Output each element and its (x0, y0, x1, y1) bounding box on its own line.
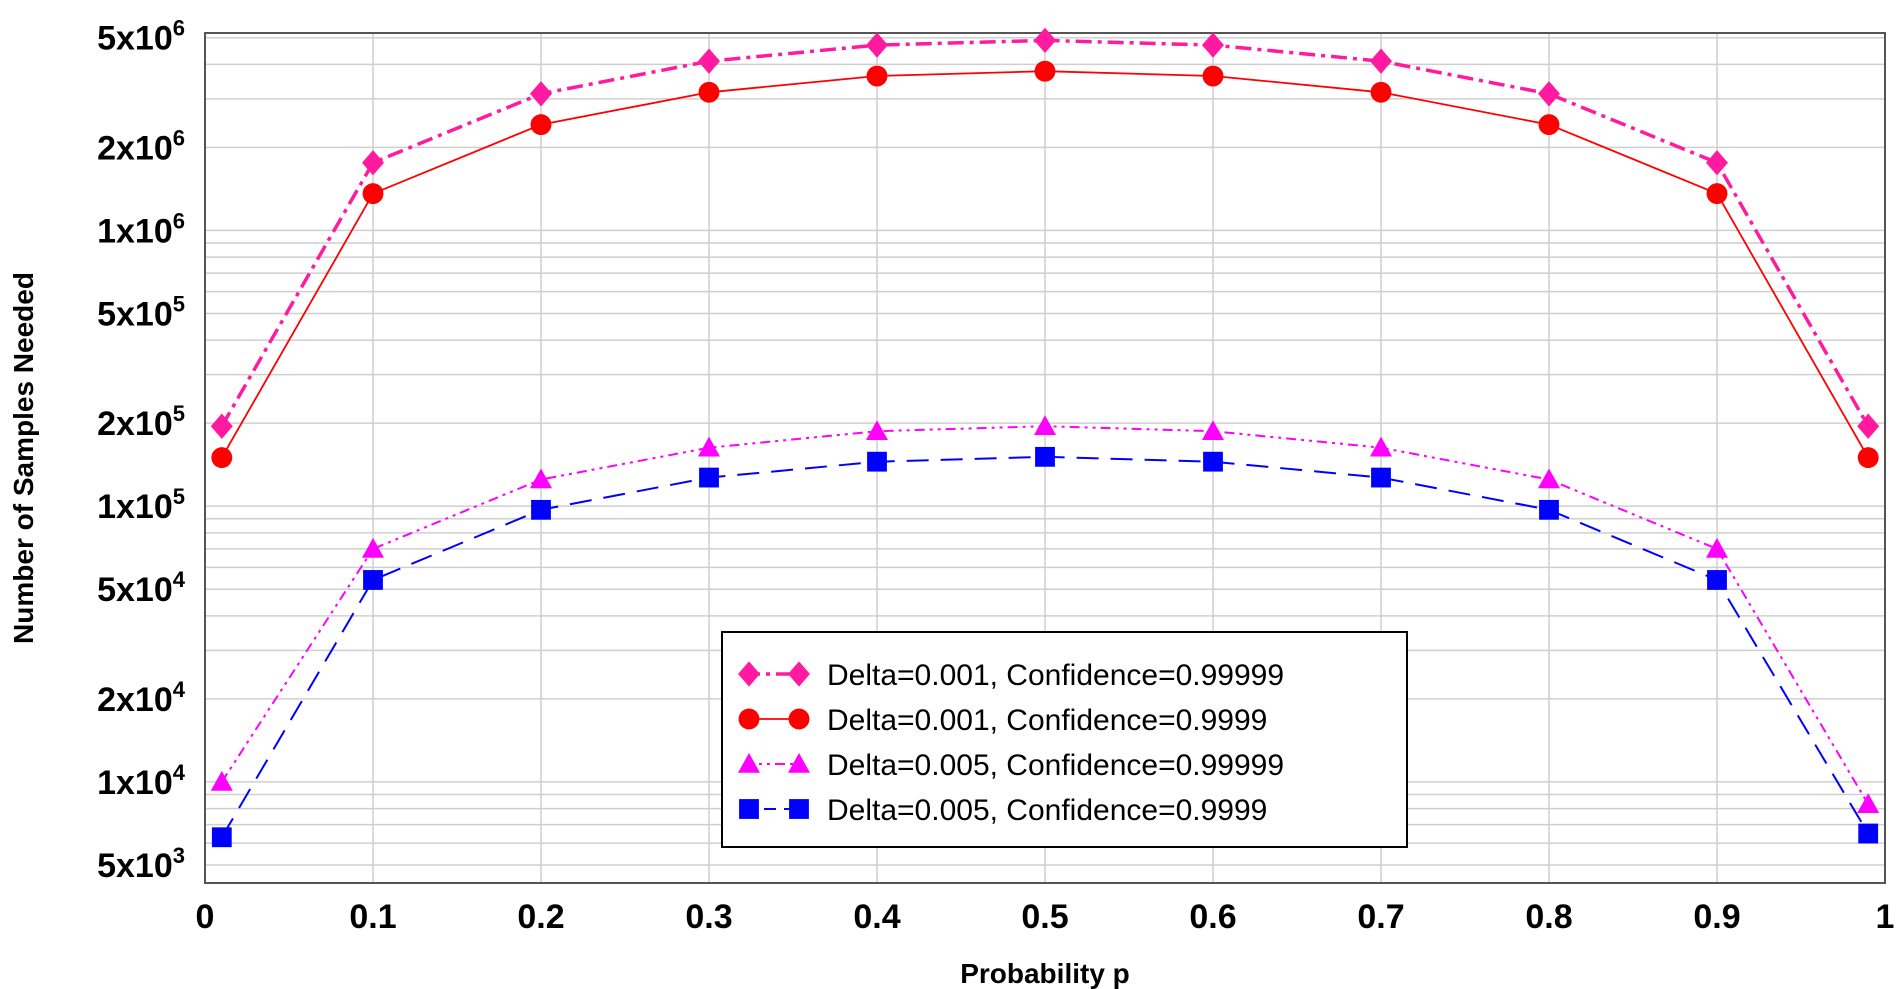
y-tick-label: 5x104 (97, 567, 186, 609)
x-tick-label: 0.8 (1525, 898, 1572, 936)
x-tick-label: 0.2 (517, 898, 564, 936)
series-4 (211, 446, 1879, 848)
data-point (789, 799, 809, 819)
x-tick-label: 0.6 (1189, 898, 1236, 936)
x-tick-label: 0 (196, 898, 215, 936)
data-point (362, 183, 384, 205)
legend-item: Delta=0.001, Confidence=0.99999 (738, 659, 1284, 692)
data-point (1539, 499, 1559, 520)
data-point (1706, 537, 1728, 558)
data-point (1538, 114, 1560, 136)
data-point (1706, 183, 1728, 205)
x-tick-label: 0.1 (349, 898, 396, 936)
data-point (699, 467, 719, 488)
legend-item: Delta=0.005, Confidence=0.9999 (739, 794, 1267, 827)
data-point (1034, 60, 1056, 82)
y-tick-label: 5x106 (97, 16, 185, 58)
data-point (530, 114, 552, 136)
data-point (211, 447, 233, 469)
series-layer (210, 27, 1880, 848)
series-2 (211, 60, 1879, 469)
series-3 (210, 415, 1880, 814)
legend-label: Delta=0.001, Confidence=0.9999 (827, 704, 1267, 737)
y-tick-label: 1x105 (97, 484, 185, 526)
data-point (1370, 48, 1392, 74)
x-tick-label: 0.7 (1357, 898, 1404, 936)
x-axis-title: Probability p (960, 958, 1130, 989)
data-point (1034, 415, 1056, 436)
data-point (1202, 420, 1224, 441)
series-1 (210, 27, 1880, 439)
y-tick-label: 2x106 (97, 125, 185, 167)
data-point (1034, 27, 1056, 54)
data-point (362, 150, 384, 176)
data-point (866, 65, 888, 87)
data-point (1035, 446, 1055, 467)
data-point (531, 499, 551, 520)
y-axis-ticks: 5x103 1x104 2x104 5x104 1x105 2x105 5x105 1x106… (97, 16, 186, 885)
data-point (530, 468, 552, 489)
legend-box (721, 631, 1408, 848)
data-point (1538, 81, 1560, 107)
data-point (1370, 436, 1392, 457)
data-point (866, 420, 888, 441)
data-point (866, 32, 888, 58)
data-point (788, 661, 810, 687)
data-point (1857, 793, 1880, 814)
data-point (210, 770, 233, 791)
data-point (1858, 823, 1879, 844)
y-tick-label: 5x105 (97, 291, 185, 333)
data-point (698, 48, 720, 74)
data-point (738, 661, 760, 687)
data-point (698, 81, 720, 103)
legend-label: Delta=0.005, Confidence=0.9999 (827, 794, 1267, 827)
data-point (788, 753, 810, 773)
data-point (1857, 447, 1879, 469)
data-point (1202, 65, 1224, 87)
y-tick-label: 5x103 (97, 843, 185, 885)
data-point (1706, 150, 1728, 176)
legend-item: Delta=0.001, Confidence=0.9999 (738, 704, 1267, 737)
data-point (530, 81, 552, 107)
data-point (1202, 32, 1224, 58)
data-point (1203, 451, 1223, 472)
legend-label: Delta=0.001, Confidence=0.99999 (827, 659, 1284, 692)
y-tick-label: 2x105 (97, 401, 185, 443)
x-tick-label: 0.9 (1693, 898, 1740, 936)
data-point (1371, 467, 1391, 488)
data-point (738, 708, 760, 730)
data-point (363, 570, 383, 590)
data-point (211, 827, 232, 848)
y-tick-label: 1x104 (97, 760, 186, 802)
x-tick-label: 0.3 (685, 898, 732, 936)
legend-label: Delta=0.005, Confidence=0.99999 (827, 749, 1284, 782)
data-point (698, 436, 720, 457)
data-point (788, 708, 810, 730)
data-point (362, 537, 384, 558)
y-tick-label: 1x106 (97, 208, 185, 250)
data-point (739, 799, 759, 819)
y-axis-title: Number of Samples Needed (8, 272, 39, 644)
data-point (1707, 570, 1727, 590)
x-axis-ticks: 0 0.1 0.2 0.3 0.4 0.5 0.6 0.7 0.8 0.9 1 (196, 898, 1895, 936)
x-tick-label: 0.4 (853, 898, 900, 936)
y-tick-label: 2x104 (97, 677, 186, 719)
x-tick-label: 0.5 (1021, 898, 1068, 936)
data-point (1370, 81, 1392, 103)
data-point (867, 451, 887, 472)
data-point (738, 753, 760, 773)
legend-item: Delta=0.005, Confidence=0.99999 (738, 749, 1284, 782)
data-point (1857, 413, 1880, 439)
legend: Delta=0.001, Confidence=0.99999 Delta=0.0… (721, 631, 1408, 848)
data-point (1538, 468, 1560, 489)
x-tick-label: 1 (1876, 898, 1895, 936)
data-point (210, 413, 233, 439)
